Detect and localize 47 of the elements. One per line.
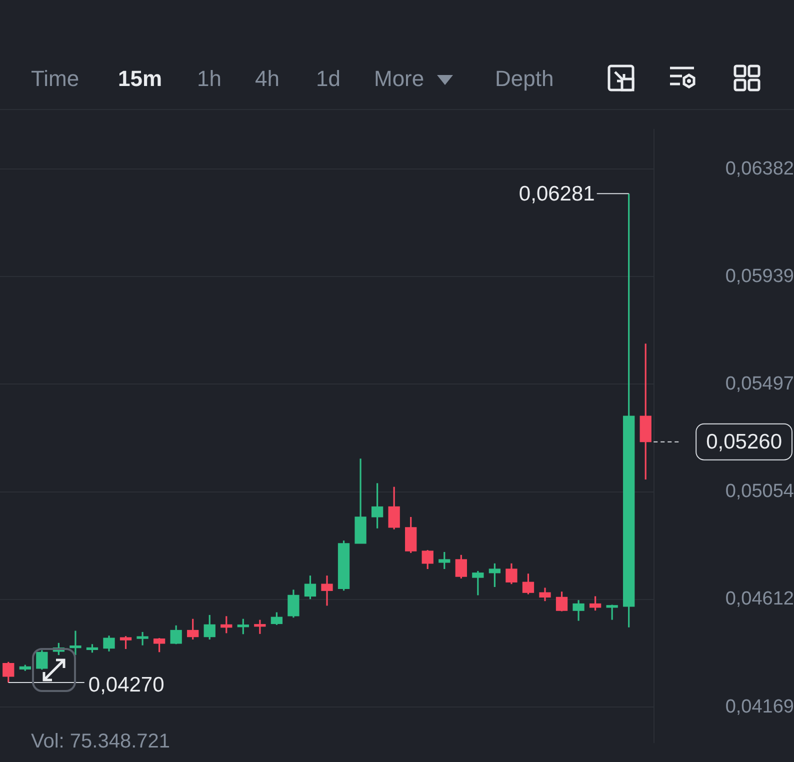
candlestick: [438, 551, 450, 570]
annotation: Vol: 75.348.721: [31, 730, 170, 753]
y-tick-label: 0,05054: [725, 481, 794, 502]
text: Time: [31, 66, 80, 92]
candlestick: [371, 482, 384, 530]
y-tick-label: 0,06382: [725, 158, 794, 180]
candlestick: [136, 631, 148, 646]
candlestick: [539, 586, 551, 602]
candlestick: [270, 611, 283, 626]
text: 4h: [255, 66, 280, 92]
candlestick: [455, 554, 467, 580]
candlestick: [606, 604, 618, 621]
candlestick: [36, 649, 48, 670]
candlestick: [254, 619, 266, 635]
text: 15m: [118, 66, 162, 92]
annotation: 0,04270: [88, 673, 164, 696]
candlestick: [556, 590, 568, 612]
candlestick: [388, 486, 400, 530]
candlestick: [70, 630, 82, 656]
candlestick: [321, 574, 333, 607]
ref-line-label: 0,05260: [706, 430, 782, 454]
candlestick: [422, 549, 434, 570]
candlestick: [288, 588, 300, 618]
y-tick-label: 0,05939: [725, 266, 794, 287]
candlestick: [589, 595, 602, 612]
candlestick: [2, 661, 14, 684]
candlestick: [472, 570, 484, 596]
candlestick: [187, 618, 199, 640]
y-tick-label: 0,05497: [725, 373, 794, 394]
candlestick: [522, 572, 534, 596]
candlestick: [488, 562, 501, 588]
text: 1d: [316, 66, 340, 92]
annotation: 0,06281: [518, 182, 595, 206]
y-tick-label: 0,04612: [725, 588, 794, 610]
candlestick: [572, 599, 584, 622]
text: More: [374, 66, 424, 92]
y-tick-label: 0,04169: [725, 696, 794, 718]
candlestick: [204, 614, 216, 640]
candlestick: [506, 562, 518, 585]
text: Depth: [495, 66, 554, 92]
candlestick: [170, 624, 182, 645]
text: 1h: [197, 66, 222, 92]
candlestick: [237, 618, 249, 635]
candlestick: [304, 574, 316, 600]
candlestick: [153, 637, 166, 653]
candlestick: [103, 634, 115, 652]
candlestick: [120, 635, 132, 650]
